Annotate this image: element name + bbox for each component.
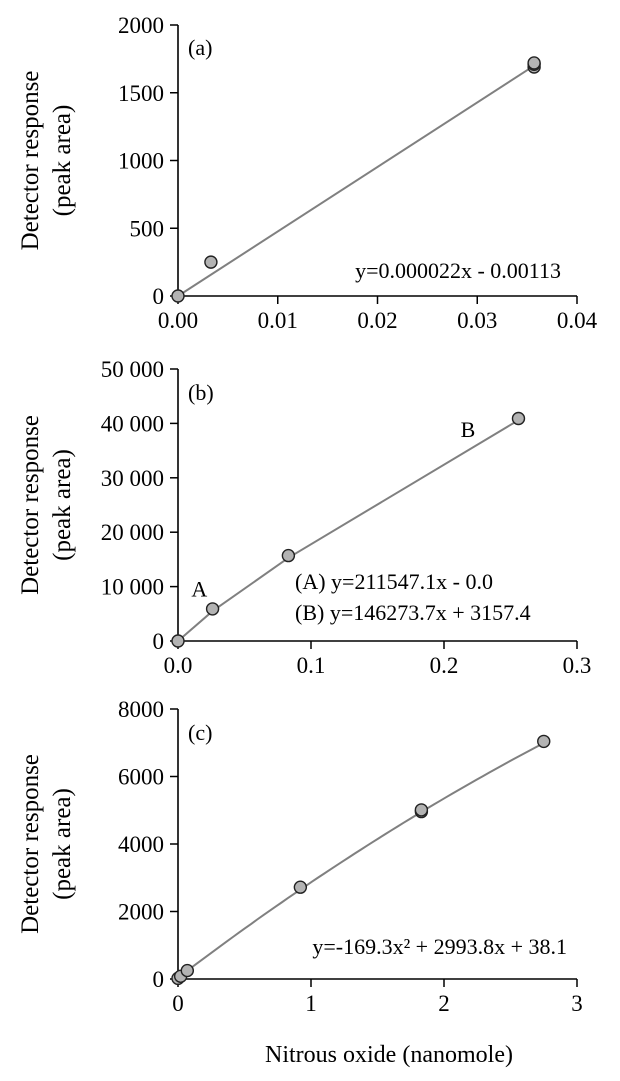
y-tick-label: 6000 bbox=[118, 765, 164, 790]
fit-line bbox=[177, 64, 535, 297]
fit-equation: (A) y=211547.1x - 0.0 bbox=[295, 569, 493, 594]
data-point bbox=[527, 56, 541, 70]
y-tick-label: 10 000 bbox=[101, 575, 164, 600]
x-tick-label: 0.3 bbox=[563, 653, 592, 678]
x-tick-label: 0.0 bbox=[164, 653, 193, 678]
x-tick-label: 2 bbox=[438, 991, 450, 1016]
fit-equation: (B) y=146273.7x + 3157.4 bbox=[295, 600, 531, 625]
y-tick-label: 2000 bbox=[118, 900, 164, 925]
fit-line bbox=[177, 742, 545, 979]
panel-a: 0.00 0.01 0.02 0.03 0.04 0 500 1000 1500 2000 Dete… bbox=[17, 13, 598, 333]
data-point bbox=[204, 255, 218, 269]
data-point bbox=[171, 289, 185, 303]
y-tick-label: 8000 bbox=[118, 697, 164, 722]
x-tick-label: 1 bbox=[305, 991, 317, 1016]
data-point bbox=[205, 602, 220, 616]
fit-line bbox=[177, 419, 520, 642]
y-tick-label: 1000 bbox=[118, 149, 164, 174]
x-tick-label: 0.00 bbox=[158, 308, 198, 333]
y-tick-label: 1500 bbox=[118, 81, 164, 106]
panel-label: (c) bbox=[188, 720, 212, 745]
y-tick-label: 40 000 bbox=[101, 411, 164, 436]
x-tick-label: 0.02 bbox=[357, 308, 397, 333]
y-tick-label: 2000 bbox=[118, 13, 164, 38]
x-tick-label: 3 bbox=[571, 991, 583, 1016]
y-tick-label: 4000 bbox=[118, 832, 164, 857]
y-axis-label-unit: (peak area) bbox=[49, 449, 76, 561]
x-tick-label: 0 bbox=[172, 991, 184, 1016]
y-tick-label: 50 000 bbox=[101, 357, 164, 382]
y-tick-label: 20 000 bbox=[101, 520, 164, 545]
panel-label: (a) bbox=[188, 35, 212, 60]
segment-marker: A bbox=[191, 576, 207, 601]
fit-equation: y=0.000022x - 0.00113 bbox=[355, 258, 561, 283]
y-axis-label: Detector response bbox=[17, 71, 44, 251]
data-point bbox=[414, 803, 429, 817]
panel-b: 0.0 0.1 0.2 0.3 0 10 000 20 000 30 000 40 000 50 … bbox=[17, 357, 591, 678]
y-tick-label: 0 bbox=[153, 967, 165, 992]
x-tick-label: 0.01 bbox=[258, 308, 298, 333]
panel-label: (b) bbox=[188, 380, 214, 405]
x-axis-label: Nitrous oxide (nanomole) bbox=[265, 1042, 513, 1068]
fit-equation: y=-169.3x² + 2993.8x + 38.1 bbox=[312, 934, 567, 959]
y-tick-label: 0 bbox=[153, 629, 165, 654]
x-tick-label: 0.1 bbox=[297, 653, 326, 678]
data-point bbox=[281, 548, 296, 563]
data-point bbox=[293, 880, 308, 894]
y-axis-label-unit: (peak area) bbox=[49, 788, 76, 900]
y-axis-label: Detector response bbox=[17, 754, 44, 934]
y-tick-label: 30 000 bbox=[101, 466, 164, 491]
data-point bbox=[537, 734, 551, 749]
x-tick-label: 0.03 bbox=[457, 308, 497, 333]
y-axis-label: Detector response bbox=[17, 415, 44, 595]
data-point bbox=[180, 963, 195, 978]
segment-marker: B bbox=[461, 417, 476, 442]
panel-c: 0 1 2 3 0 2000 4000 6000 8000 Detector response (p… bbox=[17, 697, 583, 1016]
y-tick-label: 0 bbox=[153, 284, 165, 309]
x-tick-label: 0.04 bbox=[557, 308, 598, 333]
x-tick-label: 0.2 bbox=[430, 653, 459, 678]
data-point bbox=[511, 411, 526, 426]
y-tick-label: 500 bbox=[130, 216, 165, 241]
data-point bbox=[171, 634, 185, 648]
y-axis-label-unit: (peak area) bbox=[49, 105, 76, 217]
